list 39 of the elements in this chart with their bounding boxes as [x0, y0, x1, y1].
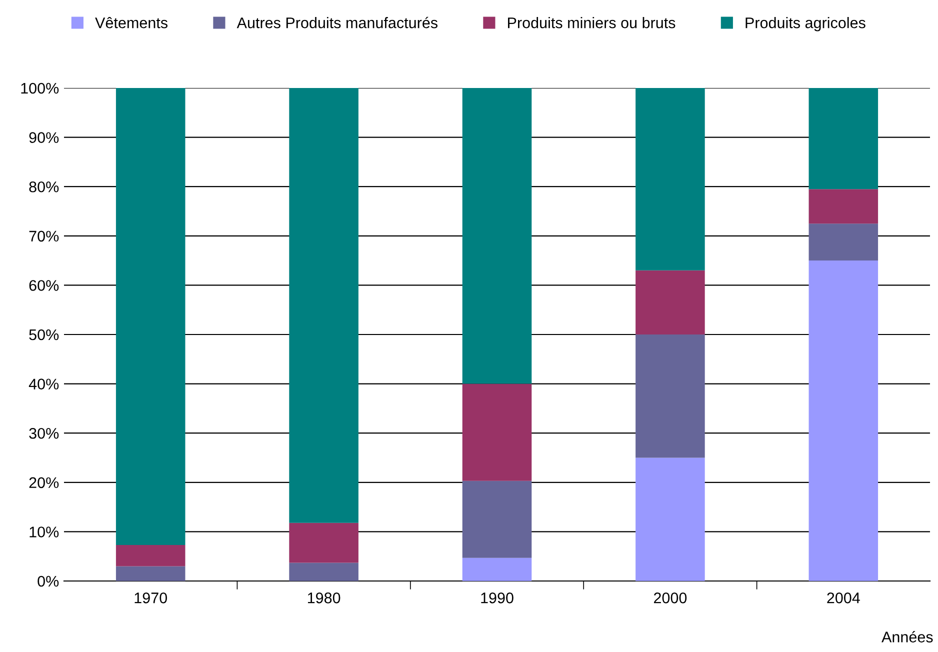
y-tick-label: 50%: [29, 329, 59, 340]
bar: [636, 88, 705, 270]
bar: [808, 224, 878, 261]
bar: [116, 566, 186, 581]
x-tick-label: 1970: [134, 592, 167, 604]
bar: [808, 260, 878, 581]
y-tick-label: 70%: [29, 230, 59, 242]
legend-label: Autres Produits manufacturés: [236, 16, 438, 28]
legend-label: Vêtements: [95, 16, 168, 28]
y-tick-label: 90%: [29, 132, 59, 143]
bar: [289, 562, 358, 581]
x-tick-label: 2004: [827, 592, 860, 604]
legend-label: Produits miniers ou bruts: [508, 17, 676, 28]
x-tick-label: 1980: [308, 592, 340, 604]
bar: [636, 270, 705, 334]
y-tick-label: 40%: [28, 378, 59, 390]
bar: [636, 458, 705, 581]
bar: [808, 88, 878, 190]
bar: [808, 189, 878, 224]
y-tick-label: 60%: [29, 280, 59, 291]
bar: [116, 545, 186, 566]
y-tick-label: 30%: [29, 428, 59, 439]
y-tick-label: 10%: [30, 526, 59, 538]
bar: [462, 558, 532, 581]
bar: [462, 480, 532, 558]
bar: [289, 88, 358, 523]
y-tick-label: 100%: [21, 82, 59, 94]
x-tick-label: 2000: [654, 592, 687, 604]
bar: [462, 384, 532, 481]
y-tick-label: 80%: [29, 181, 59, 192]
x-tick-label: 1990: [481, 592, 514, 604]
bar: [636, 334, 705, 458]
bar: [462, 88, 532, 384]
bar: [289, 522, 358, 563]
bar: [116, 88, 186, 546]
y-tick-label: 0%: [38, 576, 59, 587]
legend-label: Produits agricoles: [746, 17, 866, 32]
y-tick-label: 20%: [29, 477, 59, 488]
x-axis-title: Années: [882, 631, 933, 642]
